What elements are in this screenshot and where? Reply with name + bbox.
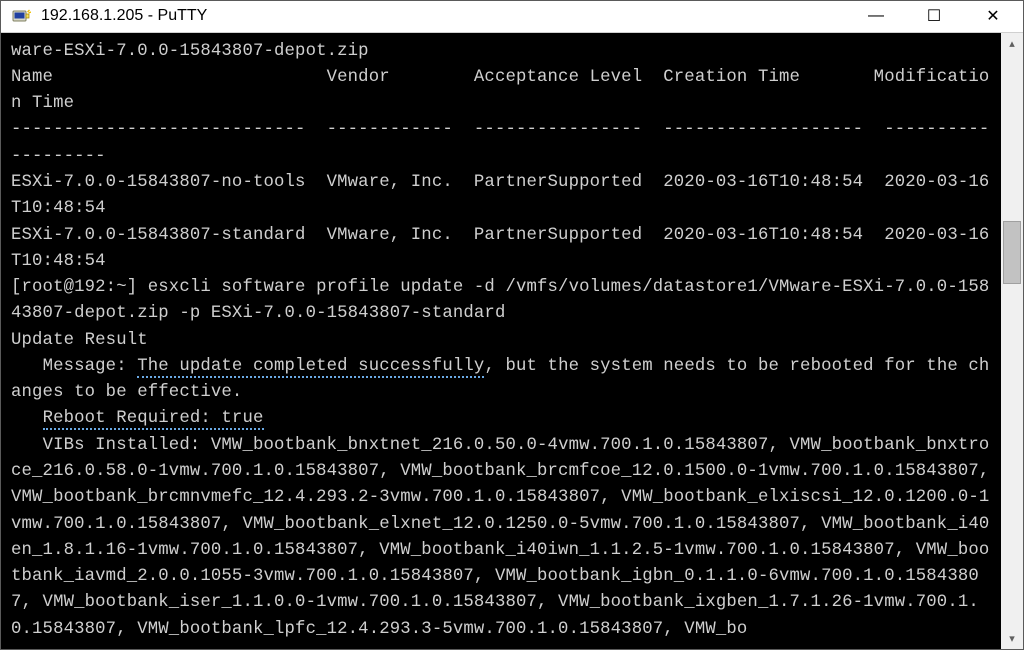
maximize-icon: ☐ [927,6,941,26]
term-update-result: Update Result [11,331,148,350]
window-title: 192.168.1.205 - PuTTY [41,7,847,25]
term-msg-prefix: Message: [11,357,137,376]
putty-window: 192.168.1.205 - PuTTY — ☐ ✕ ware-ESXi-7.… [0,0,1024,650]
term-header: Name Vendor Acceptance Level Creation Ti… [11,68,989,113]
maximize-button[interactable]: ☐ [905,1,963,32]
content-area: ware-ESXi-7.0.0-15843807-depot.zip Name … [1,33,1023,649]
term-command: [root@192:~] esxcli software profile upd… [11,278,989,323]
close-button[interactable]: ✕ [963,1,1023,32]
scroll-thumb[interactable] [1003,221,1021,284]
term-reboot-prefix [11,409,43,428]
term-line: ware-ESXi-7.0.0-15843807-depot.zip [11,42,369,61]
vertical-scrollbar[interactable]: ▴ ▾ [1001,33,1023,649]
window-controls: — ☐ ✕ [847,1,1023,32]
term-vibs: VIBs Installed: VMW_bootbank_bnxtnet_216… [11,436,1000,639]
term-divider: ---------------------------- -----------… [11,120,989,165]
minimize-button[interactable]: — [847,1,905,32]
close-icon: ✕ [986,6,999,26]
terminal-output[interactable]: ware-ESXi-7.0.0-15843807-depot.zip Name … [1,33,1001,649]
minimize-icon: — [868,7,884,25]
titlebar[interactable]: 192.168.1.205 - PuTTY — ☐ ✕ [1,1,1023,33]
scroll-down-arrow-icon[interactable]: ▾ [1001,627,1023,649]
term-reboot-highlight: Reboot Required: true [43,409,264,430]
term-msg-highlight: The update completed successfully [137,357,484,378]
putty-icon [11,6,31,26]
scroll-track[interactable] [1001,55,1023,627]
term-profile-row: ESXi-7.0.0-15843807-no-tools VMware, Inc… [11,173,989,218]
scroll-up-arrow-icon[interactable]: ▴ [1001,33,1023,55]
term-profile-row: ESXi-7.0.0-15843807-standard VMware, Inc… [11,226,989,271]
